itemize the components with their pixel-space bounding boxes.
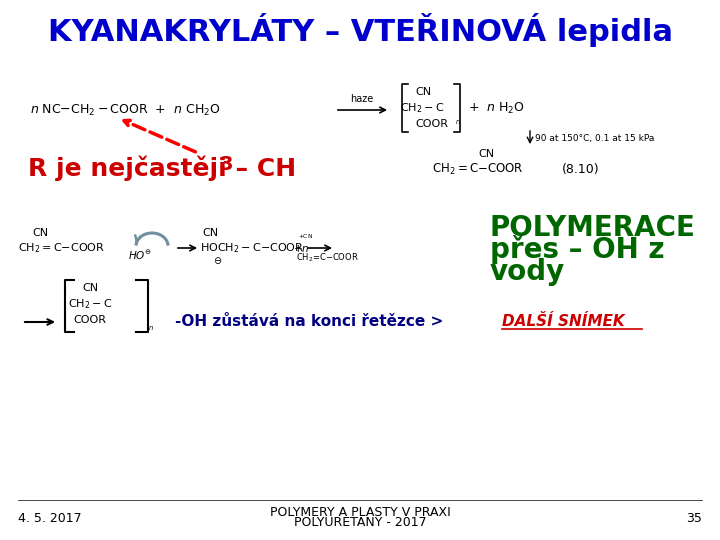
Text: POLYURETANY - 2017: POLYURETANY - 2017 <box>294 516 426 530</box>
Text: HOCH$_2-$C$-$COOR: HOCH$_2-$C$-$COOR <box>200 241 304 255</box>
Text: CH$_2$=C$-$COOR: CH$_2$=C$-$COOR <box>296 252 359 264</box>
Text: haze: haze <box>351 94 374 104</box>
Text: $\ominus$: $\ominus$ <box>213 254 222 266</box>
Text: $HO^{\ominus}$: $HO^{\ominus}$ <box>128 248 152 261</box>
Text: COOR: COOR <box>73 315 107 325</box>
Text: CN: CN <box>415 87 431 97</box>
Text: $_n$: $_n$ <box>455 117 461 127</box>
Text: 90 at 150°C, 0.1 at 15 kPa: 90 at 150°C, 0.1 at 15 kPa <box>535 133 654 143</box>
Text: -OH zůstává na konci řetězce >: -OH zůstává na konci řetězce > <box>175 314 449 329</box>
Text: 3: 3 <box>220 155 233 174</box>
Text: $_n$: $_n$ <box>148 323 154 333</box>
Text: vody: vody <box>490 258 565 286</box>
Text: POLYMERACE: POLYMERACE <box>490 214 696 242</box>
Text: 35: 35 <box>686 511 702 524</box>
Text: 4. 5. 2017: 4. 5. 2017 <box>18 511 81 524</box>
Text: CN: CN <box>202 228 218 238</box>
Text: CH$_2$$=$C$-$COOR: CH$_2$$=$C$-$COOR <box>18 241 105 255</box>
Text: COOR: COOR <box>415 119 448 129</box>
Text: $+n$: $+n$ <box>293 242 310 253</box>
Text: CH$_2$$=$C$-$COOR: CH$_2$$=$C$-$COOR <box>432 161 523 177</box>
Text: DALŠÍ SNÍMEK: DALŠÍ SNÍMEK <box>502 314 625 329</box>
Text: $^{+\mathrm{CN}}$: $^{+\mathrm{CN}}$ <box>298 233 313 242</box>
Text: CN: CN <box>478 149 494 159</box>
Text: R je nejčastěji – CH: R je nejčastěji – CH <box>28 156 296 181</box>
Text: (8.10): (8.10) <box>562 163 600 176</box>
Text: POLYMERY A PLASTY V PRAXI: POLYMERY A PLASTY V PRAXI <box>269 507 451 519</box>
Text: CN: CN <box>32 228 48 238</box>
Text: přes – OH z: přes – OH z <box>490 234 665 264</box>
Text: CH$_2-$C: CH$_2-$C <box>400 101 444 115</box>
Text: $n$ NC$-$CH$_2-$COOR  $+$  $n$ CH$_2$O: $n$ NC$-$CH$_2-$COOR $+$ $n$ CH$_2$O <box>30 103 220 118</box>
Text: $+$  $n$ H$_2$O: $+$ $n$ H$_2$O <box>468 100 525 116</box>
Text: CN: CN <box>82 283 98 293</box>
Text: CH$_2-$C: CH$_2-$C <box>68 297 112 311</box>
Text: KYANAKRYLÁTY – VTEŘINOVÁ lepidla: KYANAKRYLÁTY – VTEŘINOVÁ lepidla <box>48 13 672 47</box>
